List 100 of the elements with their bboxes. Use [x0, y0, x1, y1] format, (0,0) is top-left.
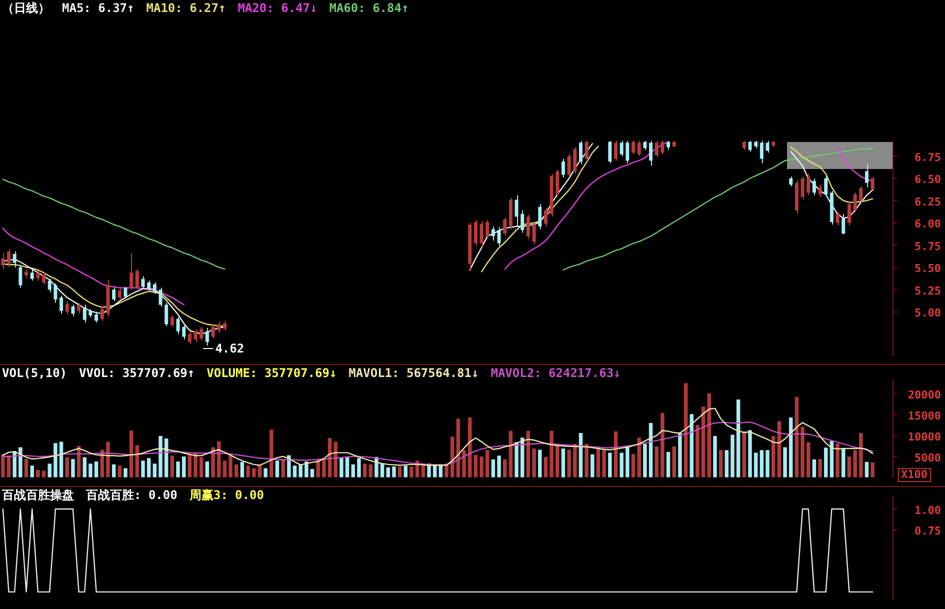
bar — [124, 468, 128, 478]
bar — [112, 464, 116, 478]
bar — [806, 442, 810, 478]
bar — [497, 456, 501, 478]
y-tick-label: 5.50 — [914, 262, 941, 276]
bar — [485, 450, 490, 478]
annotation: VOLUME: 357707.69↓ — [206, 366, 337, 380]
chart-title: （日线） — [2, 1, 50, 15]
bar — [228, 456, 232, 478]
bar — [794, 397, 799, 478]
bar — [503, 459, 507, 478]
y-tick-label: 6.00 — [914, 218, 941, 231]
bar — [462, 450, 466, 478]
chart-title: VOL(5,10) — [2, 366, 68, 380]
bar — [310, 469, 314, 478]
bar — [626, 446, 630, 478]
bar — [94, 461, 98, 478]
bar — [666, 452, 670, 478]
bar — [176, 461, 180, 478]
bar — [30, 466, 34, 478]
bar — [590, 454, 594, 478]
bar — [760, 450, 764, 478]
bar — [771, 436, 776, 478]
bar — [836, 443, 840, 478]
bar — [637, 438, 641, 478]
bar — [842, 448, 846, 478]
bar — [853, 450, 857, 478]
bar — [812, 459, 816, 478]
annotation: 周赢3: 0.00 — [189, 488, 264, 502]
bar — [514, 442, 518, 478]
bar — [736, 400, 740, 478]
bar — [106, 442, 110, 478]
bar — [818, 458, 822, 478]
bar — [281, 458, 285, 478]
bar — [182, 456, 186, 478]
bar — [631, 454, 636, 478]
bar — [724, 450, 729, 478]
bar — [88, 464, 92, 478]
bar — [246, 466, 250, 478]
bar — [298, 464, 302, 478]
bar — [48, 464, 52, 478]
bar — [491, 459, 496, 478]
bar — [684, 383, 688, 478]
y-tick-label: 6.50 — [914, 173, 941, 186]
annotation: 百战百胜: 0.00 — [86, 488, 178, 502]
bar — [800, 426, 804, 478]
bar — [170, 456, 174, 478]
chart-title: 百战百胜操盘 — [2, 488, 74, 502]
bar — [252, 468, 256, 478]
bar — [538, 450, 542, 478]
bar — [824, 448, 828, 478]
bar — [129, 430, 134, 478]
bar — [847, 456, 852, 478]
bar — [18, 447, 22, 478]
y-tick-label: 0.75 — [914, 524, 941, 538]
y-tick-label: 1.00 — [914, 504, 941, 517]
bar — [602, 450, 606, 478]
text: MAVOL1: 567564.81↓ — [348, 366, 479, 380]
bar — [158, 436, 162, 478]
bar — [480, 456, 484, 478]
bar — [544, 456, 548, 478]
bar — [36, 470, 40, 478]
bar — [12, 451, 16, 478]
bar — [532, 448, 536, 478]
bar — [596, 448, 600, 478]
bar — [864, 462, 869, 478]
text: MA5: 6.37↑ — [62, 1, 134, 15]
bar — [264, 468, 268, 478]
bar — [567, 450, 571, 478]
bar — [24, 458, 28, 478]
y-tick-label: 15000 — [908, 409, 941, 422]
y-tick-label: 5.75 — [914, 240, 941, 253]
text: MAVOL2: 624217.63↓ — [490, 366, 621, 380]
y-tick-label: 5.00 — [914, 306, 941, 320]
bar — [620, 452, 624, 478]
text: MA60: 6.84↑ — [329, 1, 409, 15]
bar — [146, 458, 151, 478]
bar — [71, 458, 75, 478]
bar — [240, 462, 244, 478]
bar — [292, 466, 297, 478]
y-tick-label: 6.75 — [914, 150, 941, 164]
y-tick-label: 5.25 — [914, 284, 941, 298]
bar — [194, 452, 198, 478]
bar — [870, 462, 874, 478]
bar — [199, 457, 204, 478]
bar — [322, 458, 326, 478]
bar — [643, 444, 647, 478]
bar — [474, 454, 478, 478]
bar — [766, 450, 770, 478]
bar — [730, 434, 734, 478]
bar — [404, 466, 408, 478]
bar — [304, 461, 308, 478]
bar — [660, 412, 664, 478]
bar — [584, 444, 588, 478]
y-tick-label: 6.25 — [914, 195, 941, 208]
bar — [54, 443, 58, 478]
bar — [556, 444, 560, 478]
y-tick-label: 5000 — [914, 451, 941, 464]
bar — [118, 466, 122, 478]
bar — [152, 464, 157, 478]
